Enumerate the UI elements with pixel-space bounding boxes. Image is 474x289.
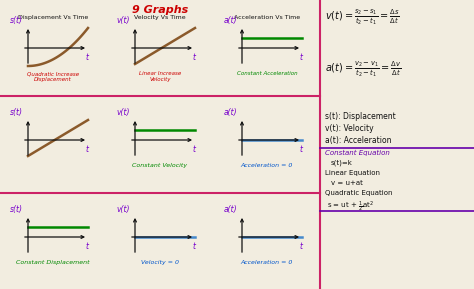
Text: $v(t) = \frac{s_2-s_1}{t_2-t_1} = \frac{\Delta s}{\Delta t}$: $v(t) = \frac{s_2-s_1}{t_2-t_1} = \frac{… <box>325 8 400 27</box>
Text: Acceleration Vs Time: Acceleration Vs Time <box>234 15 300 20</box>
Text: s(t)=k: s(t)=k <box>331 160 353 166</box>
Text: Acceleration = 0: Acceleration = 0 <box>241 260 293 265</box>
Text: t: t <box>300 145 302 154</box>
Text: t: t <box>192 53 195 62</box>
Text: v(t): v(t) <box>117 108 130 117</box>
Text: $a(t) = \frac{v_2-v_1}{t_2-t_1} = \frac{\Delta v}{\Delta t}$: $a(t) = \frac{v_2-v_1}{t_2-t_1} = \frac{… <box>325 60 401 79</box>
Text: Velocity = 0: Velocity = 0 <box>141 260 179 265</box>
Text: v = u+at: v = u+at <box>331 180 363 186</box>
Text: a(t): a(t) <box>223 205 237 214</box>
Text: s(t): s(t) <box>10 205 23 214</box>
Text: t: t <box>192 145 195 154</box>
Text: Constant Velocity: Constant Velocity <box>132 163 188 168</box>
Text: t: t <box>192 242 195 251</box>
Text: s(t): s(t) <box>10 108 23 117</box>
Text: t: t <box>300 53 302 62</box>
Text: Linear Increase
Velocity: Linear Increase Velocity <box>139 71 181 82</box>
Text: Constant Equation: Constant Equation <box>325 150 390 156</box>
Text: v(t): v(t) <box>117 16 130 25</box>
Text: Linear Equation: Linear Equation <box>325 170 380 176</box>
Text: v(t): v(t) <box>117 205 130 214</box>
Text: s(t): s(t) <box>10 16 23 25</box>
Text: a(t): Acceleration: a(t): Acceleration <box>325 136 392 145</box>
Text: v(t): Velocity: v(t): Velocity <box>325 124 374 133</box>
Text: 9 Graphs: 9 Graphs <box>132 5 188 15</box>
Text: t: t <box>85 53 89 62</box>
Text: s(t): Displacement: s(t): Displacement <box>325 112 396 121</box>
Text: Velocity Vs Time: Velocity Vs Time <box>134 15 186 20</box>
Text: Quadratic Equation: Quadratic Equation <box>325 190 392 196</box>
Text: t: t <box>85 145 89 154</box>
Text: t: t <box>300 242 302 251</box>
Text: a(t): a(t) <box>223 16 237 25</box>
Text: Constant Displacement: Constant Displacement <box>16 260 90 265</box>
Text: a(t): a(t) <box>223 108 237 117</box>
Text: s = ut + $\frac{1}{2}$at$^2$: s = ut + $\frac{1}{2}$at$^2$ <box>327 200 374 214</box>
Text: Displacement Vs Time: Displacement Vs Time <box>18 15 88 20</box>
Text: Constant Acceleration: Constant Acceleration <box>237 71 297 76</box>
Text: Quadratic Increase
Displacement: Quadratic Increase Displacement <box>27 71 79 82</box>
Text: Acceleration = 0: Acceleration = 0 <box>241 163 293 168</box>
Text: t: t <box>85 242 89 251</box>
